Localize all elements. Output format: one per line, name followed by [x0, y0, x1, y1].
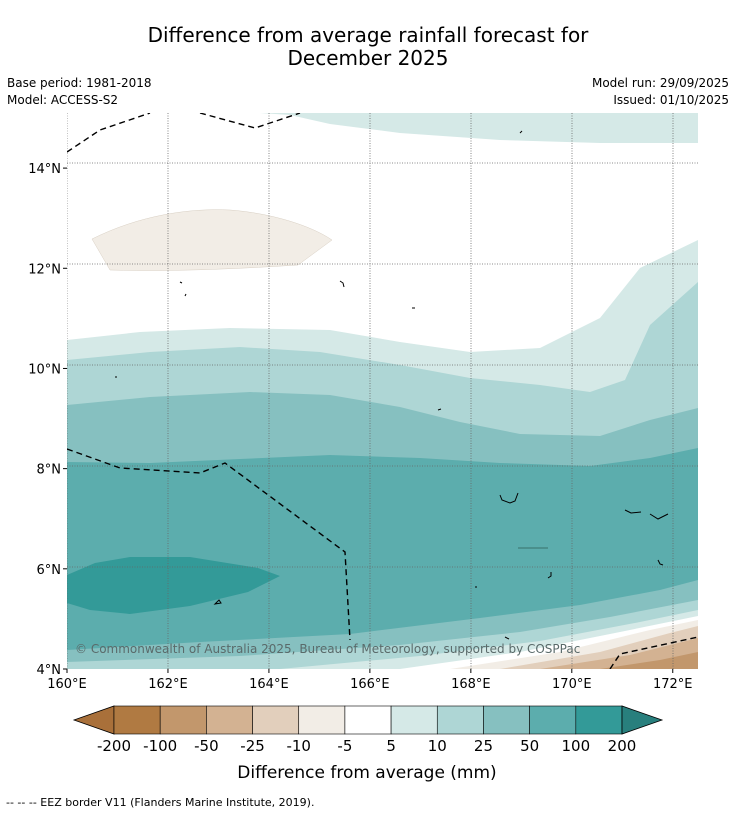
x-tick-label: 170°E [552, 677, 592, 692]
gridlines [67, 113, 698, 669]
colorbar-tick-label: -100 [143, 737, 177, 755]
colorbar-tick-label: -200 [97, 737, 131, 755]
colorbar-extend-low [72, 705, 115, 735]
y-tick-label: 12°N [28, 262, 61, 277]
x-tick-label: 166°E [350, 677, 390, 692]
colorbar-title: Difference from average (mm) [237, 763, 496, 783]
colorbar-segment [298, 705, 346, 735]
x-tick-label: 172°E [653, 677, 693, 692]
colorbar-tick-label: 100 [561, 737, 590, 755]
y-tick-label: 6°N [37, 563, 62, 578]
colorbar-segment [159, 705, 207, 735]
y-tick-label: 14°N [28, 162, 61, 177]
x-tick-label: 164°E [249, 677, 289, 692]
colorbar-segment [206, 705, 253, 735]
x-tick-label: 160°E [47, 677, 87, 692]
colorbar-tick-label: 10 [428, 737, 447, 755]
colorbar-segment [529, 705, 577, 735]
copyright: © Commonwealth of Australia 2025, Bureau… [75, 642, 580, 656]
colorbar-segment [344, 705, 392, 735]
colorbar: -200 -100 -50 -25 -10 -5 5 10 25 50 100 200 [72, 705, 664, 755]
colorbar-segment [390, 705, 438, 735]
colorbar-tick-label: -25 [240, 737, 265, 755]
issued-date: Issued: 01/10/2025 [613, 93, 729, 107]
colorbar-tick-label: -50 [194, 737, 219, 755]
y-axis: 14°N 12°N 10°N 8°N 6°N 4°N [28, 162, 67, 678]
colorbar-segment [436, 705, 484, 735]
x-axis: 160°E 162°E 164°E 166°E 168°E 170°E 172°E [47, 669, 693, 692]
eez-borders [67, 113, 698, 669]
colorbar-tick-label: 25 [474, 737, 493, 755]
colorbar-segment [113, 705, 161, 735]
colorbar-tick-label: -10 [286, 737, 311, 755]
colorbar-tick-label: 50 [520, 737, 539, 755]
contour-100-200 [67, 557, 280, 614]
contour-minus10-minus5 [91, 209, 333, 271]
base-period: Base period: 1981-2018 [7, 76, 152, 90]
model-name: Model: ACCESS-S2 [7, 93, 119, 107]
islands [115, 130, 669, 640]
colorbar-extend-high [621, 705, 664, 735]
chart-title-line1: Difference from average rainfall forecas… [147, 23, 589, 47]
colorbar-tick-label: 200 [608, 737, 637, 755]
eez-footnote: -- -- -- EEZ border V11 (Flanders Marine… [6, 796, 315, 809]
colorbar-tick-label: -5 [337, 737, 352, 755]
y-tick-label: 4°N [37, 663, 62, 678]
colorbar-segment [575, 705, 623, 735]
model-run: Model run: 29/09/2025 [591, 76, 729, 90]
colorbar-segment [483, 705, 530, 735]
colorbar-tick-label: 5 [386, 737, 396, 755]
chart-title-line2: December 2025 [287, 46, 449, 70]
x-tick-label: 168°E [451, 677, 491, 692]
contour-minus100-south [600, 652, 698, 669]
colorbar-segment [252, 705, 300, 735]
map-area: © Commonwealth of Australia 2025, Bureau… [67, 113, 698, 669]
x-tick-label: 162°E [148, 677, 188, 692]
contour-5-10-north [67, 113, 698, 143]
y-tick-label: 10°N [28, 362, 61, 377]
y-tick-label: 8°N [37, 463, 62, 478]
